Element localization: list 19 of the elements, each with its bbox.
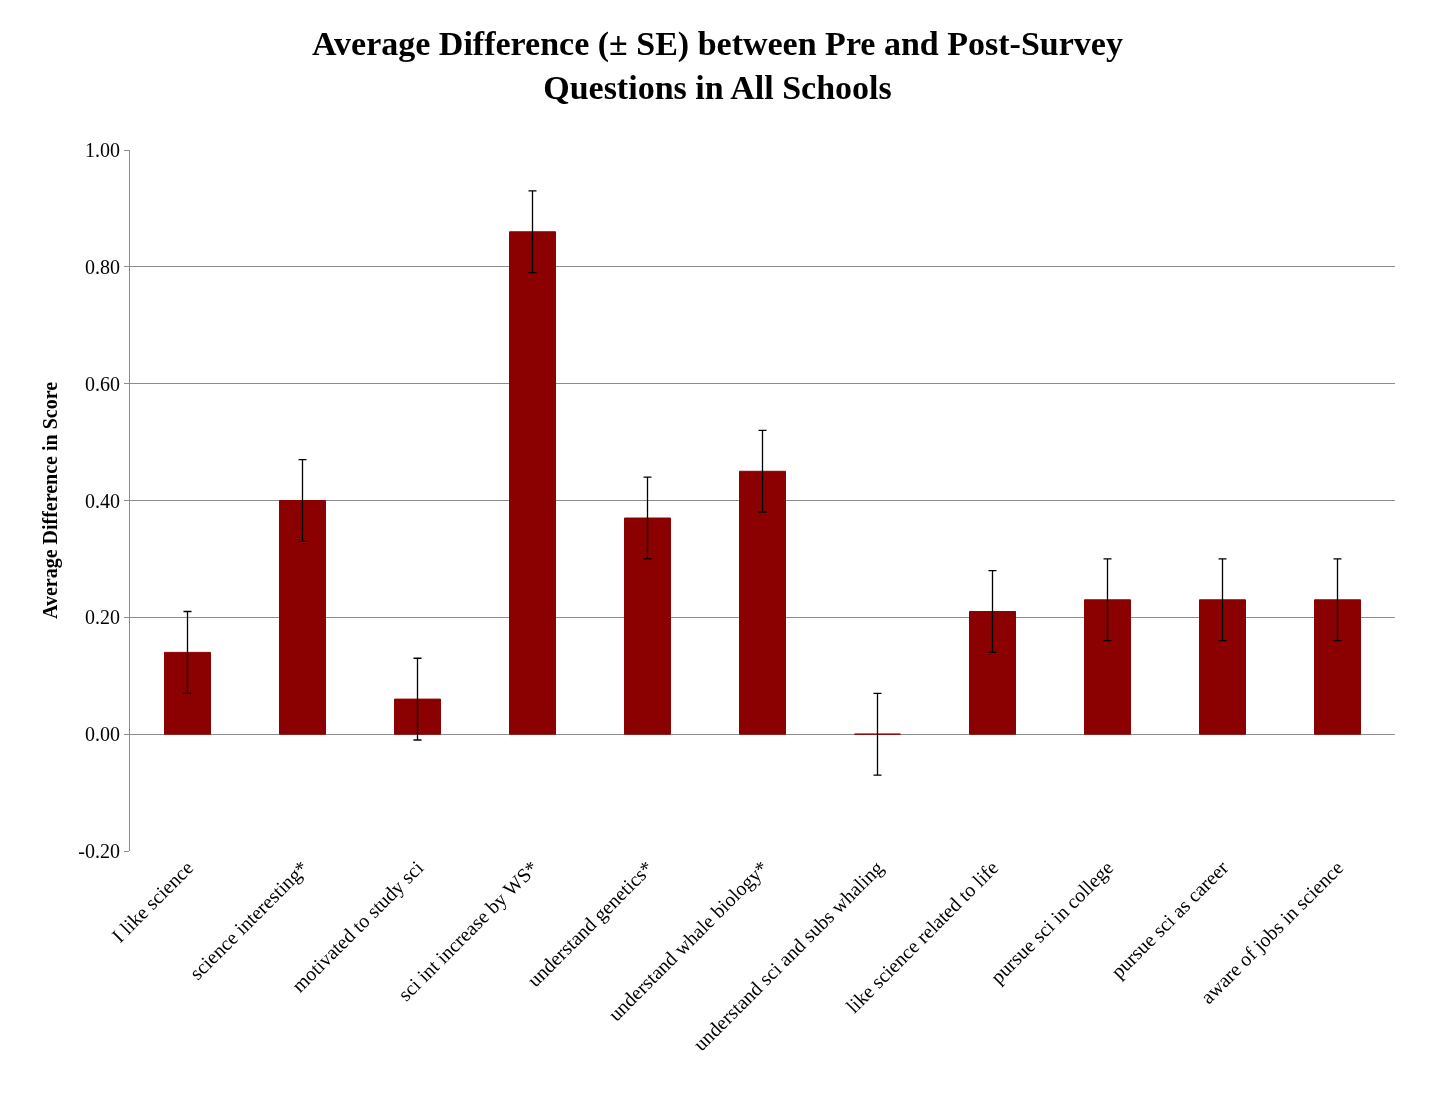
y-tick-label: 0.00 — [85, 723, 120, 746]
y-tick-label: 1.00 — [85, 139, 120, 161]
y-tick-label: -0.20 — [78, 840, 120, 862]
bar — [394, 698, 441, 735]
bar — [1314, 599, 1361, 735]
y-tick-label: 0.60 — [85, 372, 120, 395]
y-tick-label: 0.20 — [85, 606, 120, 629]
y-tick-label: 0.40 — [85, 489, 120, 512]
bar — [739, 470, 786, 735]
bar — [164, 651, 211, 735]
bar — [624, 517, 671, 735]
chart-title: Average Difference (± SE) between Pre and Post-Survey Questions in All Schools — [312, 25, 1123, 107]
bar — [279, 500, 326, 735]
bar — [1199, 599, 1246, 735]
y-axis-title: Average Difference in Score — [38, 381, 62, 620]
y-tick-label: 0.80 — [85, 255, 120, 278]
bar — [1084, 599, 1131, 735]
bar — [509, 231, 556, 735]
bar — [969, 610, 1016, 735]
